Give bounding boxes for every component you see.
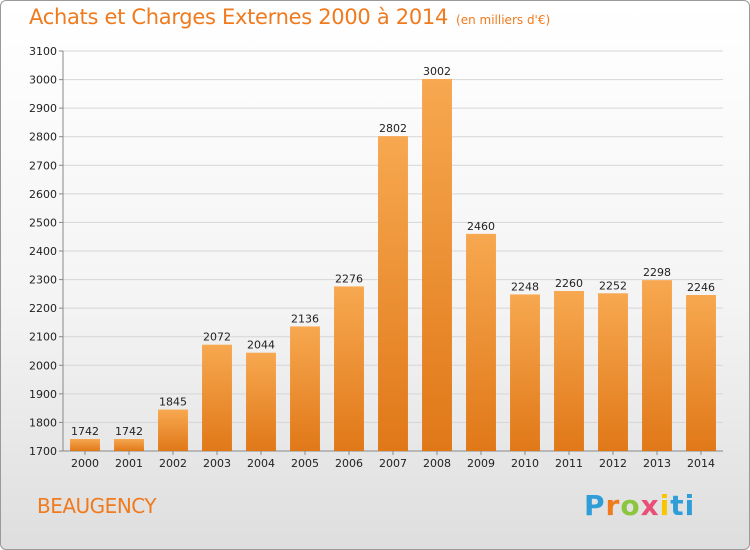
proxiti-logo: Proxiti	[584, 489, 696, 522]
bar-2002	[158, 409, 188, 451]
bar-2011	[554, 291, 584, 451]
x-tick-label: 2005	[291, 457, 319, 470]
value-label: 1845	[159, 396, 187, 409]
value-label: 2072	[203, 331, 231, 344]
x-tick-label: 2014	[687, 457, 715, 470]
x-tick-label: 2011	[555, 457, 583, 470]
bar-2006	[334, 286, 364, 451]
y-tick-label: 3000	[29, 74, 57, 87]
y-tick-label: 1700	[29, 445, 57, 458]
bar-2003	[202, 344, 232, 451]
x-tick-label: 2000	[71, 457, 99, 470]
y-tick-label: 2700	[29, 159, 57, 172]
y-tick-label: 1900	[29, 388, 57, 401]
value-label: 2136	[291, 312, 319, 325]
chart-subtitle: (en milliers d'€)	[456, 13, 551, 27]
value-label: 2276	[335, 272, 363, 285]
bar-2009	[466, 233, 496, 451]
x-tick-label: 2012	[599, 457, 627, 470]
value-label: 3002	[423, 65, 451, 78]
value-labels: 1742 1742 1845 2072 2044 2136 2276 2802 3002 2460…	[71, 65, 715, 438]
x-tick-label: 2010	[511, 457, 539, 470]
town-name: BEAUGENCY	[37, 494, 157, 518]
x-tick-label: 2004	[247, 457, 275, 470]
bar-2005	[290, 326, 320, 451]
value-label: 2298	[643, 266, 671, 279]
bar-2010	[510, 294, 540, 451]
value-label: 2260	[555, 277, 583, 290]
x-tick-label: 2008	[423, 457, 451, 470]
value-label: 2460	[467, 220, 495, 233]
bar-2001	[114, 439, 144, 451]
y-tick-label: 2500	[29, 216, 57, 229]
x-tick-label: 2009	[467, 457, 495, 470]
chart-title-block: Achats et Charges Externes 2000 à 2014 (e…	[29, 5, 550, 29]
y-tick-label: 2100	[29, 331, 57, 344]
value-label: 2252	[599, 279, 627, 292]
value-label: 2248	[511, 280, 539, 293]
y-tick-label: 2600	[29, 188, 57, 201]
x-tick-label: 2003	[203, 457, 231, 470]
value-label: 1742	[71, 425, 99, 438]
x-tick-label: 2001	[115, 457, 143, 470]
y-tick-label: 2000	[29, 359, 57, 372]
y-tick-label: 2200	[29, 302, 57, 315]
bar-2008	[422, 79, 452, 451]
bar-2014	[686, 295, 716, 451]
y-tick-label: 2800	[29, 131, 57, 144]
y-tick-label: 3100	[29, 45, 57, 58]
value-label: 2246	[687, 281, 715, 294]
x-tick-label: 2002	[159, 457, 187, 470]
x-tick-label: 2006	[335, 457, 363, 470]
x-tick-labels: 2000 2001 2002 2003 2004 2005 2006 2007 2008 2009…	[71, 457, 715, 470]
y-tick-labels: 1700 1800 1900 2000 2100 2200 2300 2400 2500 2600…	[29, 45, 57, 458]
bar-2013	[642, 280, 672, 451]
value-label: 2044	[247, 339, 275, 352]
bar-2000	[70, 439, 100, 451]
y-tick-label: 2300	[29, 274, 57, 287]
y-tick-label: 2900	[29, 102, 57, 115]
chart-title: Achats et Charges Externes 2000 à 2014	[29, 5, 449, 29]
bar-2012	[598, 293, 628, 451]
bar-2004	[246, 352, 276, 451]
y-tick-label: 1800	[29, 416, 57, 429]
value-label: 2802	[379, 122, 407, 135]
value-label: 1742	[115, 425, 143, 438]
x-tick-label: 2007	[379, 457, 407, 470]
bar-2007	[378, 136, 408, 451]
y-tick-label: 2400	[29, 245, 57, 258]
x-tick-label: 2013	[643, 457, 671, 470]
bars	[70, 79, 716, 451]
